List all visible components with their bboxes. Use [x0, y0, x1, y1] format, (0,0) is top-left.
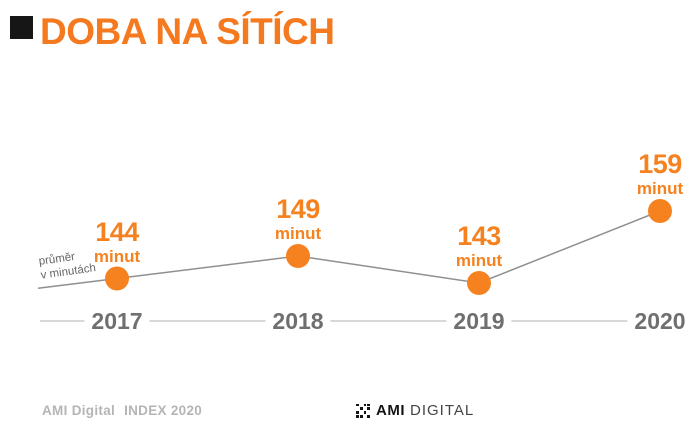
value-label-2017: 144 minut — [93, 216, 141, 266]
logo-grid-cell — [364, 415, 367, 418]
ami-logo-text: AMI DIGITAL — [376, 403, 474, 418]
data-point-2018 — [286, 244, 310, 268]
x-axis-label-2018: 2018 — [265, 308, 331, 335]
data-point-2020 — [648, 199, 672, 223]
page-title: DOBA NA SÍTÍCH — [40, 11, 335, 52]
value-unit: minut — [636, 179, 684, 199]
credit-text: AMI Digital INDEX 2020 — [42, 403, 202, 418]
credit-index: INDEX 2020 — [124, 403, 203, 418]
data-points — [105, 199, 672, 295]
x-axis-label-2017: 2017 — [84, 308, 150, 335]
value-number: 143 — [457, 221, 501, 252]
value-number: 159 — [638, 149, 682, 180]
value-unit: minut — [93, 246, 141, 266]
logo-ami: AMI — [376, 402, 405, 419]
logo-grid-cell — [356, 407, 359, 410]
x-axis-label-2019: 2019 — [446, 308, 512, 335]
logo-grid-cell — [356, 403, 359, 407]
logo-grid-cell — [356, 411, 359, 414]
logo-grid-cell — [367, 403, 370, 407]
logo-grid-cell — [363, 411, 367, 414]
logo-grid-cell — [359, 414, 363, 418]
logo-grid-cell — [367, 407, 370, 410]
logo-grid-cell — [360, 411, 363, 414]
ami-logo-dots-icon — [356, 403, 370, 418]
credit-brand: AMI Digital — [42, 403, 116, 418]
header: DOBA NA SÍTÍCH — [10, 11, 335, 52]
value-number: 144 — [95, 216, 139, 247]
logo-grid-cell — [356, 414, 359, 418]
value-unit: minut — [274, 224, 322, 244]
value-number: 149 — [276, 194, 320, 225]
value-label-2020: 159 minut — [637, 151, 683, 198]
ami-digital-logo: AMI DIGITAL — [356, 403, 474, 418]
logo-grid-cell — [367, 411, 370, 414]
logo-grid-cell — [363, 403, 367, 407]
logo-grid-cell — [359, 407, 363, 410]
value-label-2019: 143 minut — [456, 223, 502, 270]
data-point-2019 — [467, 271, 491, 295]
logo-grid-cell — [364, 407, 367, 410]
value-label-2018: 149 minut — [275, 196, 321, 243]
logo-digital: DIGITAL — [410, 402, 475, 419]
logo-grid-cell — [367, 414, 370, 418]
x-axis-label-2020: 2020 — [627, 308, 693, 335]
data-point-2017 — [105, 266, 129, 291]
title-bullet-square-icon — [10, 16, 33, 39]
value-unit: minut — [455, 251, 503, 271]
logo-grid-cell — [360, 404, 363, 407]
